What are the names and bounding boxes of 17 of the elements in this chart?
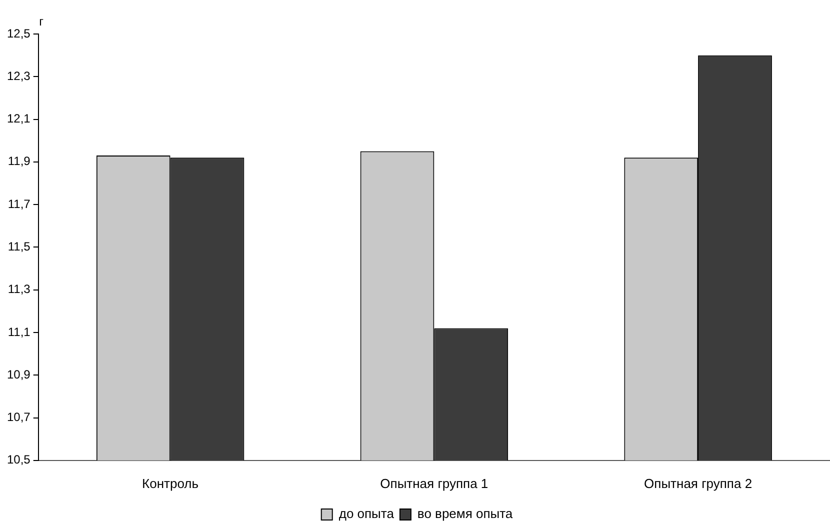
legend-label: до опыта — [338, 506, 395, 522]
legend-label: во время опыта — [417, 506, 514, 522]
y-tick-label: 12,5 — [6, 26, 31, 40]
y-axis-title: г — [39, 14, 44, 28]
y-tick-label: 11,9 — [8, 154, 31, 168]
y-tick-label: 11,5 — [8, 240, 31, 254]
x-tick-label: Контроль — [142, 476, 199, 491]
y-tick-label: 12,1 — [6, 112, 31, 126]
y-tick-label: 12,3 — [6, 68, 31, 83]
y-tick-label: 11,7 — [8, 196, 31, 211]
y-tick-label: 10,9 — [6, 367, 31, 382]
y-tick-label: 11,1 — [8, 324, 31, 339]
y-tick-label: 10,7 — [6, 410, 31, 424]
y-tick-label: 11,3 — [8, 282, 31, 296]
y-tick-label: 10,5 — [6, 452, 31, 467]
x-tick-label: Опытная группа 1 — [380, 476, 488, 491]
x-tick-label: Опытная группа 2 — [644, 476, 752, 491]
